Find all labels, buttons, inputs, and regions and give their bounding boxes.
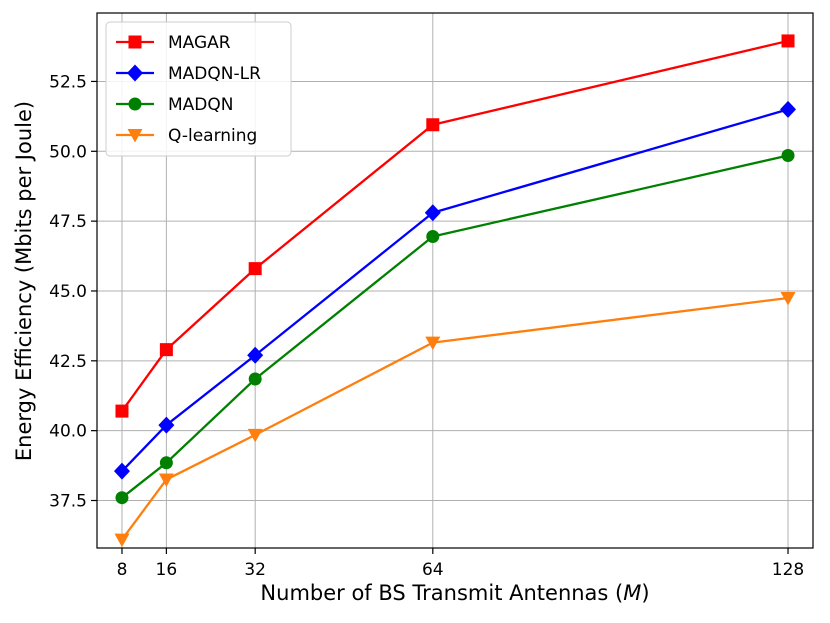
- x-tick-label: 16: [156, 560, 178, 580]
- x-axis-title-variable: M: [623, 581, 641, 605]
- legend-marker: [128, 97, 142, 111]
- legend-label: Q-learning: [168, 126, 257, 146]
- data-point-magar: [426, 118, 440, 132]
- legend-entry-magar: MAGAR: [116, 33, 231, 53]
- legend-label: MADQN: [168, 95, 234, 115]
- y-tick-label: 45.0: [49, 282, 87, 302]
- x-axis-title-main: Number of BS Transmit Antennas (: [260, 581, 623, 605]
- x-axis-title-end: ): [641, 581, 649, 605]
- legend-label: MADQN-LR: [168, 64, 261, 84]
- series-madqn: [115, 148, 795, 505]
- series-line-q-learning: [121, 296, 789, 541]
- data-point-q-learning: [425, 336, 441, 351]
- x-tick-label: 8: [117, 560, 128, 580]
- series-magar: [115, 34, 795, 418]
- ticks: 8 16 32 64 128 37.5 40.0 42.5 45.0 47.5 50.0 52.5: [49, 72, 804, 580]
- data-point-madqn: [159, 456, 173, 470]
- legend-marker: [128, 35, 142, 49]
- series-madqn-lr: [113, 100, 797, 480]
- data-point-q-learning: [247, 428, 263, 443]
- data-point-q-learning: [780, 291, 796, 306]
- data-point-magar: [115, 404, 129, 418]
- y-tick-label: 40.0: [49, 422, 87, 442]
- data-point-madqn-lr: [158, 416, 175, 434]
- plot-frame: [96, 12, 814, 549]
- data-point-magar: [248, 262, 262, 276]
- data-point-madqn: [426, 229, 440, 243]
- data-point-madqn-lr: [247, 346, 264, 364]
- x-axis-title: Number of BS Transmit Antennas (M): [260, 581, 649, 605]
- legend-label: MAGAR: [168, 33, 231, 53]
- data-point-q-learning: [158, 473, 174, 488]
- legend-entry-q-learning: Q-learning: [116, 126, 257, 146]
- legend-entry-madqn-lr: MADQN-LR: [116, 64, 261, 84]
- series-q-learning: [114, 291, 796, 548]
- series-layer: [113, 34, 797, 548]
- series-line-madqn-lr: [121, 108, 789, 472]
- legend-marker: [127, 64, 143, 82]
- y-tick-label: 50.0: [49, 142, 87, 162]
- y-axis-title: Energy Efficiency (Mbits per Joule): [12, 101, 36, 461]
- data-point-magar: [781, 34, 795, 48]
- legend-entry-madqn: MADQN: [116, 95, 234, 115]
- y-tick-label: 42.5: [49, 352, 87, 372]
- data-point-q-learning: [114, 533, 130, 548]
- y-tick-label: 52.5: [49, 72, 87, 92]
- x-tick-label: 64: [422, 560, 444, 580]
- data-point-madqn-lr: [780, 100, 797, 118]
- y-tick-label: 37.5: [49, 492, 87, 512]
- legend-box: [105, 21, 292, 157]
- y-tick-label: 47.5: [49, 212, 87, 232]
- data-point-madqn: [115, 491, 129, 505]
- data-point-madqn-lr: [113, 462, 130, 480]
- data-point-madqn: [781, 148, 795, 162]
- x-tick-label: 128: [772, 560, 804, 580]
- x-tick-label: 32: [244, 560, 266, 580]
- data-point-magar: [159, 343, 173, 357]
- data-point-madqn-lr: [424, 204, 441, 222]
- legend: MAGAR MADQN-LR MADQN Q-learning: [105, 21, 292, 157]
- data-point-madqn: [248, 372, 262, 386]
- legend-marker: [127, 129, 143, 143]
